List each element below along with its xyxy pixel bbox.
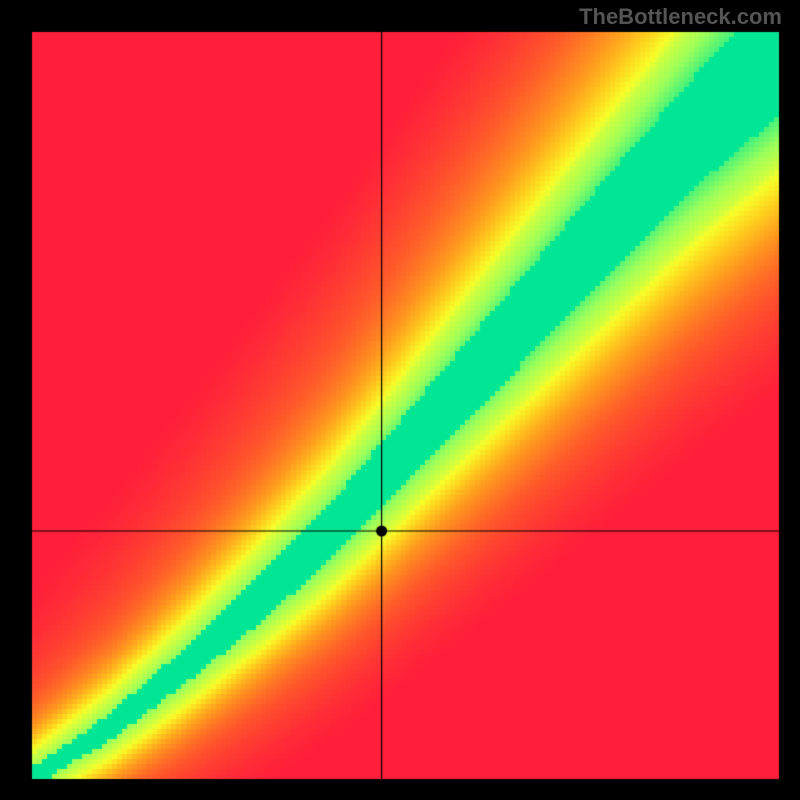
watermark-text: TheBottleneck.com	[579, 4, 782, 30]
chart-container: TheBottleneck.com	[0, 0, 800, 800]
heatmap-canvas	[0, 0, 800, 800]
